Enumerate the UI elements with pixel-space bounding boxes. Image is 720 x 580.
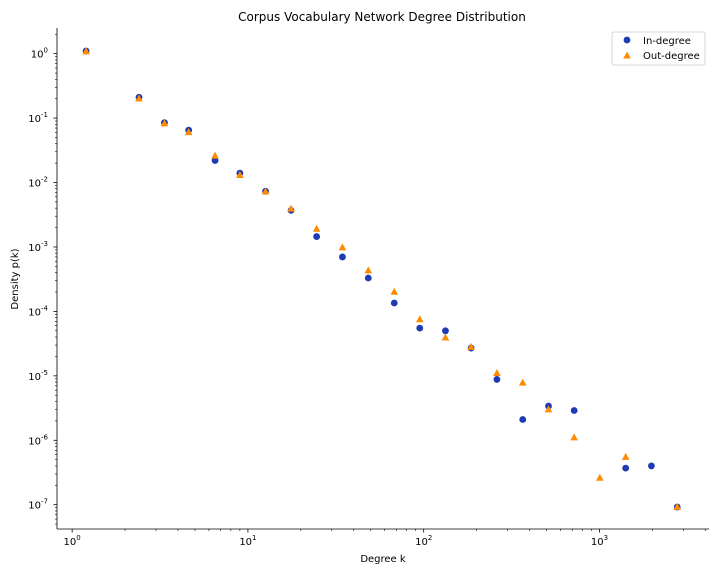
y-tick-label-base: 10: [28, 436, 41, 447]
y-tick-label-exponent: -7: [41, 498, 48, 506]
y-tick-label: 10-6: [28, 433, 48, 447]
series-layer: [82, 47, 682, 511]
data-point-out-degree: [338, 243, 347, 251]
y-tick-label-base: 10: [28, 501, 41, 512]
legend: In-degree Out-degree: [611, 31, 706, 66]
data-point-in-degree: [313, 233, 321, 240]
data-point-out-degree: [621, 452, 630, 460]
legend-label-in-degree: In-degree: [643, 36, 691, 47]
x-tick-label: 101: [239, 534, 256, 548]
y-tick-label: 100: [31, 47, 48, 61]
y-tick-label-exponent: -6: [41, 433, 49, 441]
y-tick-label-exponent: -3: [41, 240, 48, 248]
x-tick-label: 100: [64, 534, 81, 548]
data-point-out-degree: [544, 405, 553, 413]
y-tick-label-base: 10: [28, 307, 41, 318]
data-point-out-degree: [390, 287, 399, 295]
data-point-out-degree: [211, 151, 219, 159]
y-tick-label: 10-2: [28, 176, 48, 190]
x-tick-label-exponent: 2: [428, 534, 432, 542]
y-tick-label-base: 10: [28, 179, 41, 190]
x-tick-label-exponent: 0: [76, 534, 80, 542]
legend-marker-out-degree: [623, 51, 631, 59]
x-tick-label-base: 10: [64, 537, 77, 548]
data-point-in-degree: [211, 157, 219, 164]
data-point-in-degree: [339, 253, 346, 261]
y-tick-label: 10-3: [28, 240, 48, 254]
data-point-out-degree: [135, 94, 143, 102]
data-point-out-degree: [312, 224, 321, 232]
data-point-in-degree: [622, 464, 630, 472]
x-ticks: 100 101 102 103: [64, 529, 706, 548]
data-point-in-degree: [442, 327, 449, 335]
y-tick-label: 10-1: [28, 111, 48, 125]
legend-box: [611, 31, 706, 66]
data-point-out-degree: [493, 368, 501, 376]
x-tick-label-base: 10: [415, 537, 428, 548]
x-axis-label: Degree k: [360, 554, 406, 565]
data-point-out-degree: [596, 473, 604, 481]
y-tick-label-base: 10: [28, 243, 41, 254]
data-point-out-degree: [570, 433, 578, 441]
x-tick-label: 103: [591, 534, 608, 548]
data-point-in-degree: [570, 407, 578, 414]
series-in-degree: [82, 47, 681, 511]
data-point-out-degree: [287, 204, 295, 212]
data-point-in-degree: [390, 299, 398, 307]
data-point-out-degree: [441, 333, 450, 341]
y-tick-label-exponent: -1: [41, 111, 48, 119]
y-tick-label-base: 10: [28, 372, 41, 383]
axes: [56, 28, 709, 530]
data-point-out-degree: [467, 342, 475, 350]
y-tick-label-exponent: 0: [44, 47, 48, 55]
y-tick-label-base: 10: [28, 114, 41, 125]
data-point-in-degree: [493, 376, 501, 383]
data-point-in-degree: [364, 274, 372, 282]
data-point-out-degree: [415, 315, 424, 323]
y-tick-label-base: 10: [31, 50, 44, 61]
legend-label-out-degree: Out-degree: [643, 51, 700, 62]
x-tick-label: 102: [415, 534, 432, 548]
data-point-out-degree: [673, 502, 682, 510]
x-tick-label-base: 10: [239, 537, 252, 548]
y-tick-label: 10-7: [28, 498, 48, 512]
data-point-out-degree: [236, 170, 244, 178]
y-axis-label: Density p(k): [10, 248, 21, 309]
data-point-out-degree: [261, 187, 270, 195]
series-out-degree: [82, 47, 682, 510]
x-tick-label-exponent: 3: [604, 534, 608, 542]
y-tick-label-exponent: -2: [41, 176, 48, 184]
y-tick-label: 10-5: [28, 369, 48, 383]
y-tick-label-exponent: -5: [41, 369, 48, 377]
data-point-in-degree: [519, 416, 527, 423]
legend-marker-in-degree: [623, 36, 631, 44]
data-point-out-degree: [160, 119, 169, 127]
x-tick-label-base: 10: [591, 537, 604, 548]
x-tick-label-exponent: 1: [252, 534, 256, 542]
y-tick-label: 10-4: [28, 304, 48, 318]
data-point-out-degree: [364, 266, 373, 274]
data-point-out-degree: [518, 378, 527, 386]
chart-title: Corpus Vocabulary Network Degree Distrib…: [238, 10, 526, 24]
data-point-in-degree: [648, 462, 655, 470]
data-point-out-degree: [184, 128, 193, 136]
data-point-out-degree: [82, 47, 90, 55]
data-point-in-degree: [416, 324, 424, 332]
y-tick-label-exponent: -4: [41, 304, 49, 312]
